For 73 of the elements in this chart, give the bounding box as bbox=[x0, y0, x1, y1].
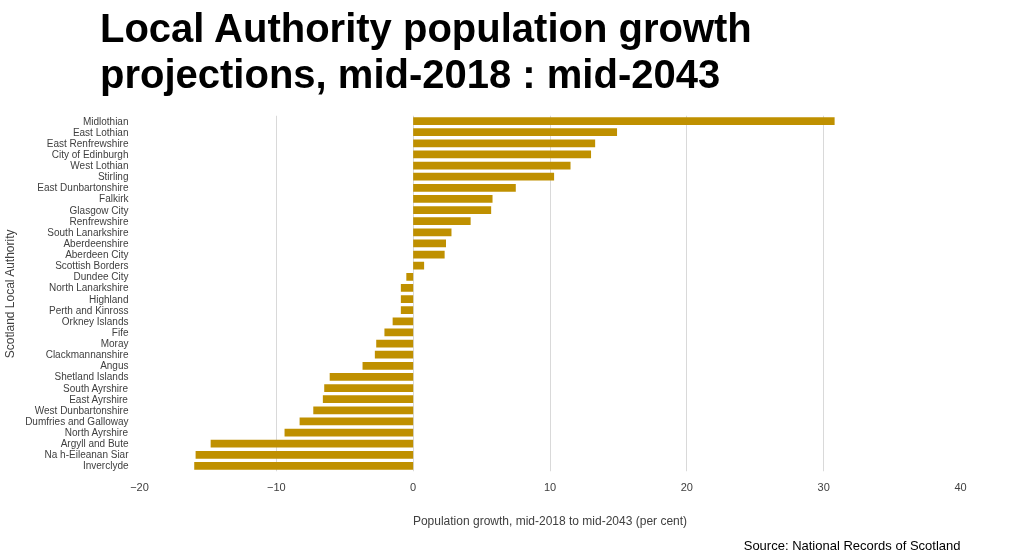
bar bbox=[210, 439, 414, 448]
bar bbox=[413, 206, 492, 214]
x-tick-label: −20 bbox=[130, 480, 149, 493]
x-tick-label: 40 bbox=[954, 480, 967, 493]
bar bbox=[413, 239, 447, 248]
y-tick-label: Scottish Borders bbox=[55, 260, 129, 272]
bar bbox=[413, 228, 452, 237]
y-tick-label: Fife bbox=[111, 326, 129, 338]
bar bbox=[413, 195, 493, 203]
bar bbox=[413, 261, 425, 270]
y-tick-label: Clackmannanshire bbox=[45, 349, 129, 361]
bar bbox=[362, 361, 414, 370]
bar bbox=[413, 150, 592, 159]
bar bbox=[413, 183, 516, 192]
bar bbox=[195, 450, 414, 459]
bar bbox=[392, 317, 414, 326]
y-tick-label: Perth and Kinross bbox=[49, 304, 129, 316]
bar bbox=[400, 306, 414, 315]
bar bbox=[324, 384, 414, 392]
y-tick-label: East Renfrewshire bbox=[46, 137, 129, 149]
bar bbox=[413, 172, 555, 181]
y-tick-label: City of Edinburgh bbox=[51, 148, 129, 160]
bar bbox=[413, 217, 471, 226]
y-tick-label: Dundee City bbox=[73, 271, 129, 283]
chart-title: Local Authority population growth projections, mid-2018 : mid-2043 bbox=[100, 5, 753, 97]
bar bbox=[400, 284, 414, 292]
y-tick-label: Renfrewshire bbox=[69, 215, 129, 227]
bar bbox=[406, 272, 414, 281]
bar bbox=[322, 395, 414, 404]
x-tick-label: 10 bbox=[543, 480, 557, 493]
bar bbox=[313, 406, 414, 415]
y-tick-label: Glasgow City bbox=[69, 204, 129, 216]
y-tick-label: Orkney Islands bbox=[61, 315, 129, 327]
y-tick-label: Na h-Eileanan Siar bbox=[44, 449, 130, 461]
y-axis-title: Scotland Local Authority bbox=[3, 229, 18, 359]
y-tick-label: Angus bbox=[100, 360, 129, 372]
y-tick-label: East Dunbartonshire bbox=[37, 182, 129, 194]
bar bbox=[413, 128, 618, 137]
y-tick-label: Dumfries and Galloway bbox=[25, 415, 129, 427]
bar bbox=[194, 462, 414, 470]
y-tick-label: West Lothian bbox=[70, 160, 129, 172]
y-tick-label: East Ayrshire bbox=[69, 393, 129, 405]
y-tick-label: Falkirk bbox=[99, 193, 130, 205]
x-tick-label: 20 bbox=[680, 480, 693, 493]
y-tick-label: Highland bbox=[89, 293, 129, 305]
y-tick-label: Moray bbox=[100, 338, 129, 350]
y-tick-label: Aberdeen City bbox=[65, 249, 129, 261]
bar bbox=[374, 350, 414, 359]
x-tick-label: 30 bbox=[817, 480, 830, 493]
bar bbox=[413, 250, 445, 259]
bar bbox=[384, 328, 414, 337]
y-tick-label: South Lanarkshire bbox=[47, 226, 129, 238]
bar bbox=[413, 161, 571, 170]
y-tick-label: West Dunbartonshire bbox=[34, 404, 129, 416]
y-tick-label: Stirling bbox=[97, 171, 129, 183]
y-tick-label: South Ayrshire bbox=[63, 382, 129, 394]
y-tick-label: Midlothian bbox=[82, 115, 129, 127]
bar bbox=[413, 139, 596, 148]
y-tick-label: Aberdeenshire bbox=[63, 237, 129, 249]
bar bbox=[329, 373, 414, 381]
y-tick-label: East Lothian bbox=[72, 126, 129, 138]
y-tick-label: North Ayrshire bbox=[64, 427, 129, 439]
y-tick-label: Argyll and Bute bbox=[60, 438, 129, 450]
x-axis-title: Population growth, mid-2018 to mid-2043 (per cent) bbox=[412, 513, 688, 528]
bar bbox=[400, 295, 414, 303]
y-tick-label: Inverclyde bbox=[82, 460, 129, 472]
source-note: Source: National Records of Scotland bbox=[743, 537, 961, 553]
bar bbox=[376, 339, 414, 348]
bar bbox=[413, 117, 835, 125]
y-tick-label: Shetland Islands bbox=[54, 371, 129, 383]
y-tick-label: North Lanarkshire bbox=[49, 282, 129, 294]
x-tick-label: 0 bbox=[410, 480, 417, 493]
x-tick-label: −10 bbox=[267, 480, 286, 493]
